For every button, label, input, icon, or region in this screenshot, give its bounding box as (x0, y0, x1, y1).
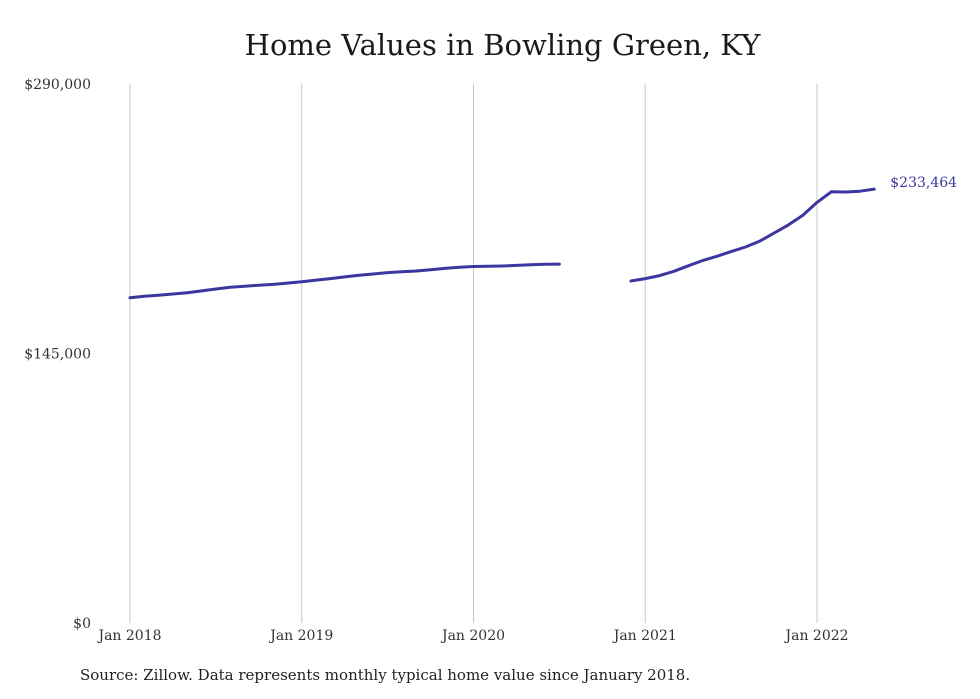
y-tick-label: $145,000 (24, 347, 91, 363)
x-tick-label: Jan 2020 (440, 628, 505, 644)
x-tick-label: Jan 2022 (783, 628, 848, 644)
x-tick-label: Jan 2018 (96, 628, 161, 644)
x-tick-label: Jan 2019 (268, 628, 333, 644)
chart-title: Home Values in Bowling Green, KY (244, 28, 761, 62)
series-line-segment (629, 187, 876, 283)
x-tick-label: Jan 2021 (612, 628, 677, 644)
y-tick-label: $0 (73, 616, 91, 632)
source-note: Source: Zillow. Data represents monthly … (80, 666, 691, 684)
end-value-label: $233,464 (890, 175, 957, 191)
series-line-segment (128, 262, 561, 300)
y-tick-label: $290,000 (24, 77, 91, 93)
